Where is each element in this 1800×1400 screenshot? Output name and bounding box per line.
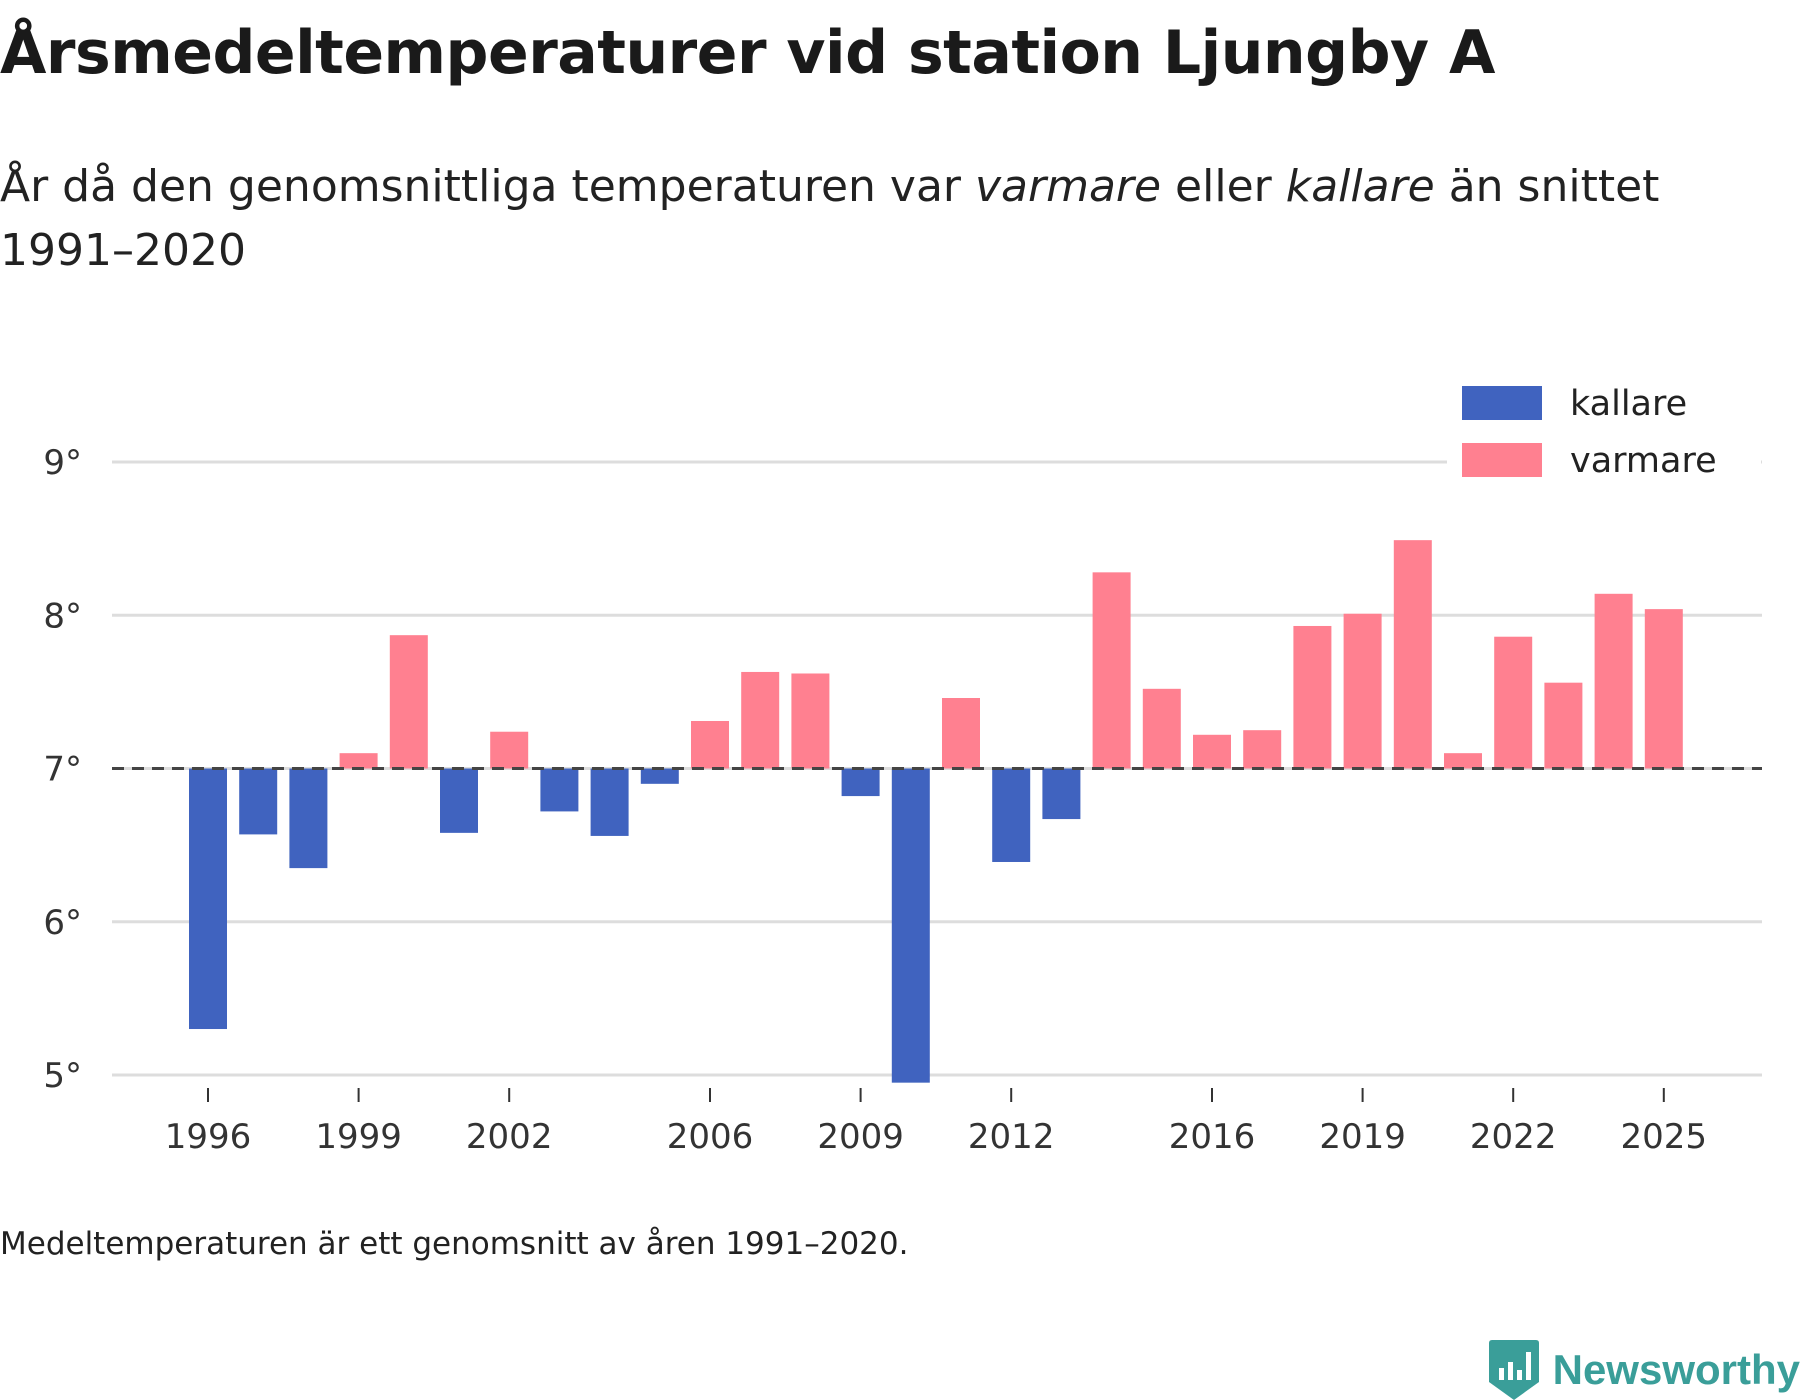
bar-2013[interactable] xyxy=(1042,768,1081,820)
bar-2014[interactable] xyxy=(1092,572,1131,769)
bars xyxy=(189,540,1683,1083)
bar-2022[interactable] xyxy=(1494,636,1533,769)
y-tick-label: 8° xyxy=(43,596,82,636)
bar-2010[interactable] xyxy=(891,768,930,1083)
bar-2018[interactable] xyxy=(1293,625,1332,769)
legend: kallare varmare xyxy=(1447,374,1761,486)
brand-name: Newsworthy xyxy=(1552,1346,1800,1393)
y-axis-labels: 5° 6° 7° 8° 9° xyxy=(43,443,82,1096)
bar-2009[interactable] xyxy=(841,768,880,797)
bar-2008[interactable] xyxy=(791,673,830,769)
bar-2004[interactable] xyxy=(590,768,629,836)
subtitle-warmer-word: varmare xyxy=(974,161,1162,212)
bar-2020[interactable] xyxy=(1393,540,1432,769)
x-tick-label: 2025 xyxy=(1621,1117,1708,1157)
bar-1997[interactable] xyxy=(239,768,278,835)
bar-2016[interactable] xyxy=(1193,734,1231,769)
legend-swatch-warmer xyxy=(1462,443,1542,477)
bar-2005[interactable] xyxy=(640,768,679,784)
bar-2023[interactable] xyxy=(1544,682,1583,769)
bar-chart: 5° 6° 7° 8° 9° 1996 1999 2002 2006 2009 2012 2016 2… xyxy=(43,374,1762,1157)
chart-subtitle: År då den genomsnittliga temperaturen va… xyxy=(0,155,1720,283)
bar-2003[interactable] xyxy=(540,768,579,812)
x-tick-label: 2022 xyxy=(1470,1117,1557,1157)
x-tick-label: 2012 xyxy=(968,1117,1055,1157)
y-tick-label: 9° xyxy=(43,443,82,483)
x-tick-label: 2016 xyxy=(1169,1117,1256,1157)
bar-2011[interactable] xyxy=(942,698,980,769)
bar-2024[interactable] xyxy=(1594,593,1633,769)
subtitle-text-before: År då den genomsnittliga temperaturen va… xyxy=(0,161,975,212)
subtitle-text-after: än snittet 1991–2020 xyxy=(0,161,1660,276)
bar-2025[interactable] xyxy=(1644,609,1683,769)
brand-logo: Newsworthy xyxy=(1488,1340,1800,1400)
x-axis: 1996 1999 2002 2006 2009 2012 2016 2019 2022 2025 xyxy=(165,1088,1707,1157)
bar-2001[interactable] xyxy=(440,768,478,833)
bar-2015[interactable] xyxy=(1142,688,1181,769)
bar-2012[interactable] xyxy=(992,768,1031,862)
bar-2017[interactable] xyxy=(1243,730,1282,769)
y-tick-label: 5° xyxy=(43,1056,82,1096)
legend-label-warmer: varmare xyxy=(1570,441,1717,481)
x-tick-label: 2019 xyxy=(1319,1117,1406,1157)
x-tick-label: 2002 xyxy=(466,1117,553,1157)
legend-label-colder: kallare xyxy=(1570,384,1687,424)
x-tick-label: 1999 xyxy=(315,1117,402,1157)
newsworthy-logo-icon xyxy=(1488,1340,1539,1400)
x-tick-label: 1996 xyxy=(165,1117,252,1157)
bar-2006[interactable] xyxy=(691,720,729,769)
footnote: Medeltemperaturen är ett genomsnitt av å… xyxy=(0,1226,909,1262)
bar-2007[interactable] xyxy=(741,671,780,769)
bar-1998[interactable] xyxy=(289,768,328,869)
subtitle-colder-word: kallare xyxy=(1285,161,1435,212)
bar-1996[interactable] xyxy=(189,768,227,1030)
x-tick-label: 2006 xyxy=(667,1117,754,1157)
y-tick-label: 6° xyxy=(43,903,82,943)
y-tick-label: 7° xyxy=(43,750,82,790)
bar-1999[interactable] xyxy=(339,753,378,769)
chart-title: Årsmedeltemperaturer vid station Ljungby… xyxy=(0,18,1495,88)
subtitle-text-middle: eller xyxy=(1161,161,1286,212)
legend-swatch-colder xyxy=(1462,386,1542,420)
bar-2021[interactable] xyxy=(1444,753,1482,769)
x-tick-label: 2009 xyxy=(817,1117,904,1157)
bar-2002[interactable] xyxy=(490,731,529,769)
bar-2000[interactable] xyxy=(389,635,428,769)
bar-2019[interactable] xyxy=(1343,613,1382,769)
